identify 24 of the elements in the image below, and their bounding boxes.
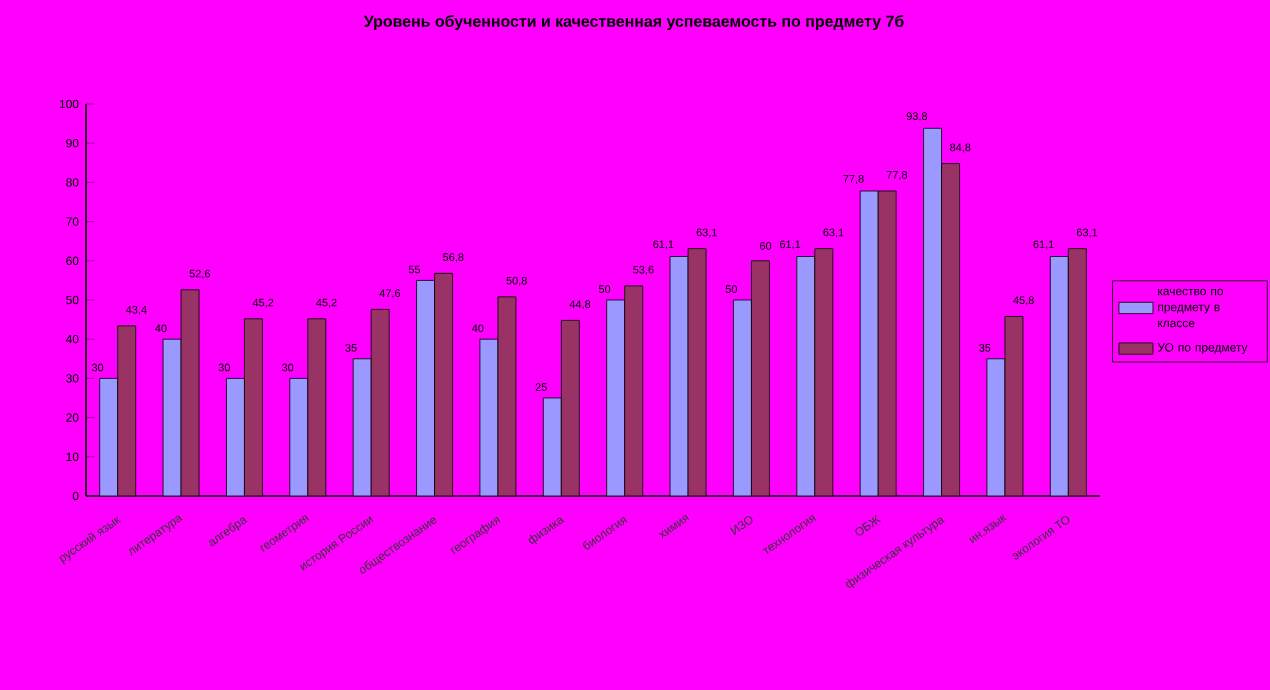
bar <box>606 299 626 496</box>
bar <box>751 260 770 496</box>
bar <box>859 190 879 496</box>
bar <box>289 378 309 496</box>
bar <box>941 163 960 496</box>
bar <box>117 325 137 496</box>
bar <box>416 280 435 496</box>
bar <box>814 248 834 496</box>
bar <box>796 256 816 496</box>
bar <box>352 358 372 496</box>
bar <box>1067 248 1087 496</box>
bar <box>923 127 942 496</box>
bar <box>560 319 580 496</box>
bar <box>244 318 263 496</box>
bar <box>733 299 752 496</box>
bar <box>1049 256 1069 496</box>
bar <box>99 378 119 496</box>
bar <box>307 318 327 496</box>
bar <box>624 285 644 496</box>
bar <box>877 190 897 496</box>
bar <box>226 378 245 496</box>
bar <box>434 272 453 496</box>
bar <box>370 309 390 496</box>
bar <box>542 397 562 496</box>
